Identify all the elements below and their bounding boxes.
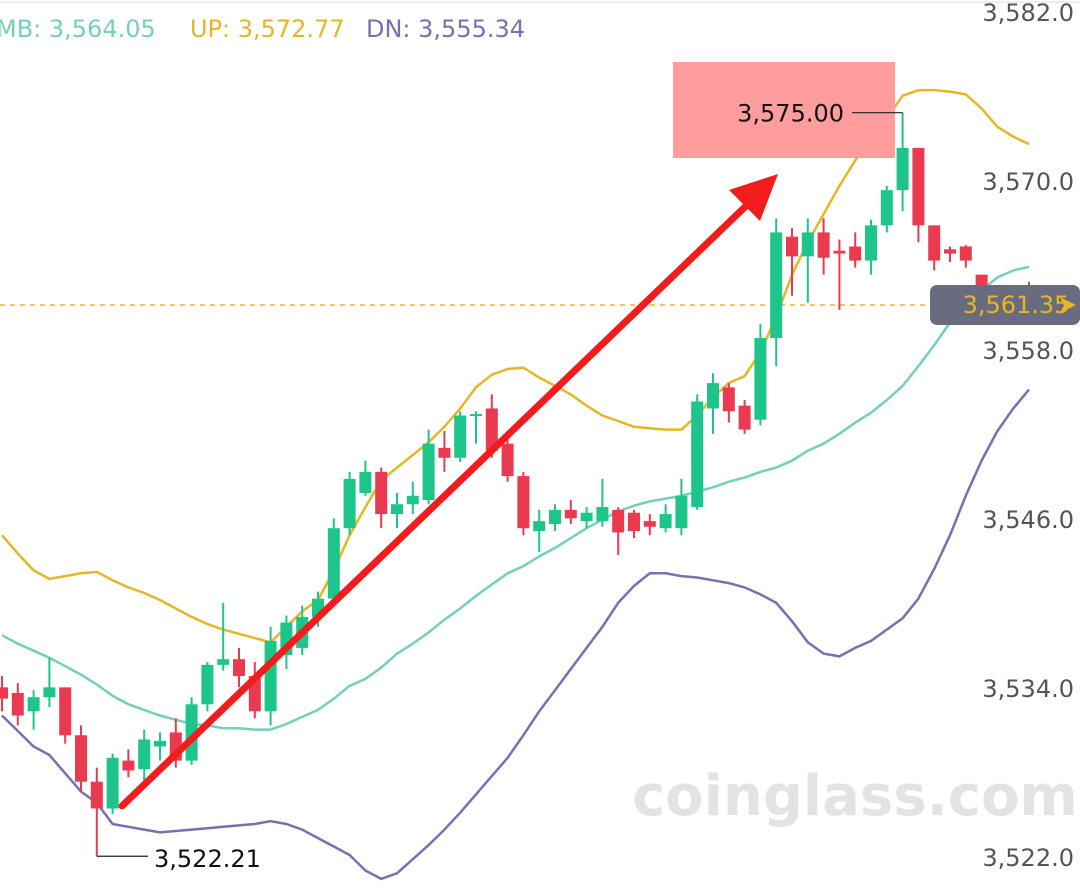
candle-body <box>738 405 751 430</box>
candle-body <box>517 476 530 529</box>
candle-body <box>59 687 72 736</box>
candle-body <box>659 514 672 529</box>
legend-entry: MB: 3,564.05 <box>0 15 156 43</box>
candle-body <box>154 740 166 747</box>
y-tick-label: 3,534.0 <box>982 675 1074 703</box>
candle-body <box>801 232 814 257</box>
candle-body <box>754 338 767 420</box>
candle-body <box>849 246 862 261</box>
candle-body <box>454 415 467 458</box>
candle-body <box>928 225 941 261</box>
candle-body <box>422 443 435 501</box>
candle-body <box>485 408 498 451</box>
candle-body <box>612 509 625 533</box>
candle-body <box>359 471 372 493</box>
candle-body <box>106 757 119 809</box>
candle-body <box>201 664 214 705</box>
watermark: coinglass.com <box>632 764 1078 829</box>
candle-body <box>580 512 593 522</box>
candle-body <box>643 521 656 527</box>
candle-body <box>912 147 925 226</box>
candle-body <box>138 739 151 770</box>
y-tick-label: 3,558.0 <box>982 337 1074 365</box>
candle-body <box>406 495 419 505</box>
candle-body <box>880 190 893 226</box>
candle-body <box>264 640 277 712</box>
annotation-layer: MB: 3,564.05 UP: 3,572.77 DN: 3,555.34 3,57… <box>0 15 1080 873</box>
candle-body <box>628 512 640 532</box>
candle-body <box>770 232 783 339</box>
candle-body <box>564 509 577 519</box>
candle-body <box>375 471 388 515</box>
band-line <box>1 388 1030 881</box>
trend-arrow-head <box>729 174 778 221</box>
highlight-box <box>673 62 895 158</box>
trend-arrow-shaft <box>118 200 752 810</box>
candle-body <box>817 232 830 258</box>
candle-body <box>865 225 877 261</box>
candle-body <box>248 676 261 712</box>
candle-body <box>327 528 340 599</box>
band-line <box>1 88 1030 644</box>
candle-body <box>533 521 546 532</box>
candle-body <box>470 414 482 417</box>
high-marker-label: 3,575.00 <box>737 100 844 128</box>
candle-body <box>501 443 514 477</box>
candle-body <box>549 509 561 524</box>
candle-body <box>438 447 451 458</box>
bands-layer <box>1 88 1030 881</box>
y-tick-label: 3,546.0 <box>982 506 1074 534</box>
y-tick-label: 3,582.0 <box>982 0 1074 27</box>
candle-body <box>944 249 956 254</box>
candle-body <box>722 387 735 412</box>
candle-body <box>786 236 798 257</box>
candle-body <box>43 687 56 698</box>
candle-body <box>27 697 40 712</box>
band-line <box>1 265 1030 731</box>
legend-entry: UP: 3,572.77 <box>190 15 345 43</box>
y-tick-label: 3,570.0 <box>982 168 1074 196</box>
candle-body <box>90 781 103 809</box>
candles-layer <box>0 112 1035 857</box>
candle-body <box>75 735 87 782</box>
candle-body <box>217 659 230 665</box>
candle-body <box>343 478 356 529</box>
candle-body <box>833 250 846 254</box>
low-marker-label: 3,522.21 <box>154 845 261 873</box>
candle-body <box>11 692 24 716</box>
candle-body <box>596 507 609 522</box>
y-tick-label: 3,522.0 <box>982 844 1074 872</box>
candle-body <box>391 504 403 515</box>
candle-body <box>0 687 8 699</box>
candle-body <box>675 495 688 529</box>
candle-body <box>896 147 909 191</box>
candle-body <box>707 383 719 409</box>
candle-body <box>122 760 135 771</box>
legend-entry: DN: 3,555.34 <box>366 15 525 43</box>
candle-body <box>691 401 704 508</box>
candle-body <box>959 246 972 261</box>
last-price-pointer <box>1060 296 1076 313</box>
last-price-label: 3,561.35 <box>963 291 1070 319</box>
last-price-tag <box>930 284 1080 325</box>
candle-body <box>233 659 245 677</box>
